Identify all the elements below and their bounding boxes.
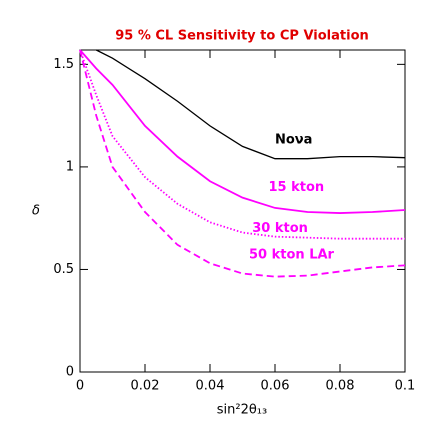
x-tick-label: 0.1 [395, 379, 416, 394]
x-tick-label: 0.02 [131, 379, 160, 394]
line-series [95, 49, 406, 160]
x-tick-label: 0.04 [196, 379, 225, 394]
line-series [79, 49, 406, 214]
series-label: 15 kton [269, 180, 325, 195]
x-tick-label: 0.08 [326, 379, 355, 394]
x-tick-label: 0 [76, 379, 84, 394]
series-label: Noνa [275, 133, 312, 148]
x-axis-label: sin²2θ₁₃ [217, 403, 267, 418]
series-label: 30 kton [252, 221, 308, 236]
line-series [79, 49, 406, 278]
series-label: 50 kton LAr [249, 248, 335, 263]
x-tick-label: 0.06 [261, 379, 290, 394]
line-series [79, 49, 405, 240]
chart-title: 95 % CL Sensitivity to CP Violation [115, 29, 369, 44]
y-tick-label: 0.5 [53, 262, 74, 277]
y-tick-label: 1.5 [53, 57, 74, 72]
y-tick-label: 0 [66, 365, 74, 380]
y-axis-label: δ [32, 204, 40, 219]
y-tick-label: 1 [66, 159, 74, 174]
plot-frame [79, 49, 406, 373]
